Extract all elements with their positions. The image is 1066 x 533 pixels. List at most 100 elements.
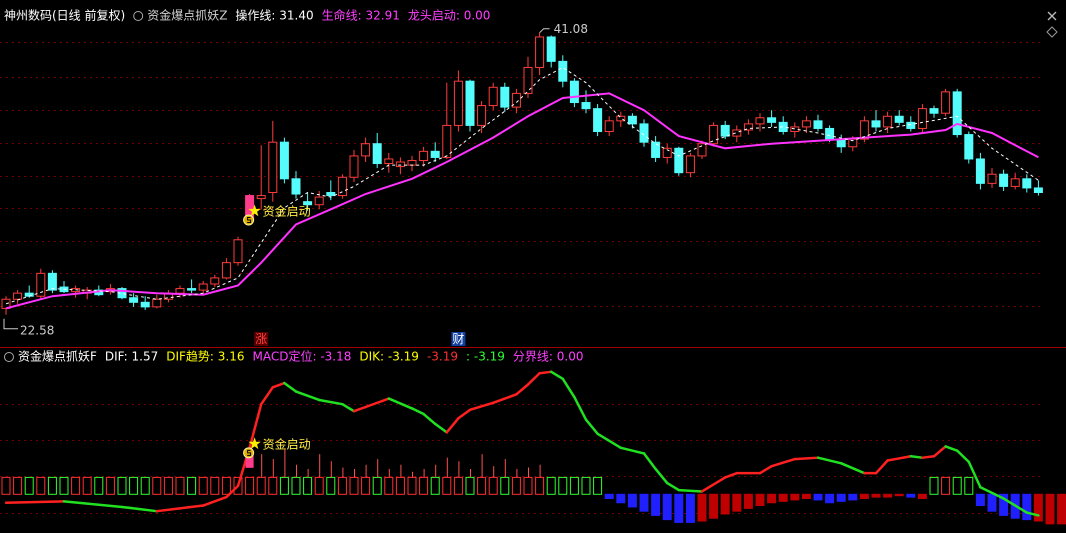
candle-body	[36, 272, 46, 297]
candle-body	[952, 91, 962, 136]
candle-body	[395, 161, 405, 168]
histogram-bar	[987, 493, 997, 512]
dif-line-segment	[341, 402, 356, 413]
histogram-bar	[639, 493, 649, 512]
candle-body	[279, 141, 289, 180]
histogram-bar	[720, 493, 730, 515]
dif-line-segment	[677, 488, 704, 493]
candle-body	[152, 298, 162, 308]
header-text: : -3.19	[466, 350, 505, 364]
histogram-bar	[117, 476, 127, 495]
candle-body	[546, 36, 556, 62]
candle-body	[593, 108, 603, 133]
histogram-bar	[662, 493, 672, 521]
expand-icon[interactable]	[1046, 26, 1058, 38]
histogram-bar	[883, 493, 893, 498]
candle-body	[732, 129, 742, 137]
histogram-bar	[929, 476, 939, 495]
histogram-bar	[1022, 493, 1032, 521]
histogram-bar	[198, 476, 208, 495]
dif-line-segment	[886, 455, 913, 462]
header-text: MACD定位: -3.18	[253, 349, 352, 364]
candle-body	[430, 150, 440, 158]
dif-line-segment	[317, 398, 344, 406]
candle-body	[859, 120, 869, 140]
candle-body	[175, 288, 185, 294]
candle-body	[1, 298, 11, 309]
histogram-bar	[558, 476, 568, 495]
histogram-bar	[523, 476, 533, 495]
header-text: 龙头启动: 0.00	[408, 9, 491, 23]
histogram-bar	[836, 493, 846, 502]
candle-body	[639, 123, 649, 143]
histogram-bar	[349, 476, 359, 495]
signal-label: 资金启动	[263, 436, 311, 451]
histogram-bar	[71, 476, 81, 495]
histogram-bar	[245, 476, 255, 495]
candle-body	[813, 120, 823, 129]
candle-body	[569, 80, 579, 104]
dif-line-segment	[538, 370, 553, 375]
histogram-bar	[859, 493, 869, 500]
histogram-bar	[47, 476, 57, 495]
candle-body	[523, 66, 533, 94]
candle-body	[337, 176, 347, 197]
histogram-bar	[163, 476, 173, 495]
dif-line-segment	[445, 417, 460, 434]
low-label: 22.58	[20, 323, 54, 337]
histogram-bar	[952, 476, 962, 495]
histogram-bar	[256, 476, 266, 495]
signal-bar	[245, 452, 254, 468]
candle-body	[604, 120, 614, 133]
dif-line-segment	[967, 460, 982, 489]
dif-line-segment	[364, 397, 391, 409]
signal-coin-glyph	[247, 449, 252, 456]
dif-line-segment	[584, 418, 599, 436]
dif-line-segment	[955, 449, 971, 464]
dif-line-segment	[387, 397, 414, 410]
high-arrow	[539, 28, 550, 34]
candle-body	[129, 297, 139, 303]
dif-line-segment	[271, 381, 286, 389]
dif-line-segment	[468, 401, 495, 412]
dif-line-segment	[422, 412, 437, 426]
high-label: 41.08	[554, 22, 588, 36]
dif-line-segment	[294, 390, 321, 402]
marker-label: 涨	[255, 331, 267, 346]
histogram-bar	[477, 476, 487, 495]
dif-line-segment	[573, 395, 588, 421]
candle-body	[187, 288, 197, 291]
dif-line-segment	[932, 445, 947, 458]
histogram-bar	[94, 476, 104, 495]
histogram-bar	[1, 476, 11, 495]
dif-line-segment	[561, 377, 576, 399]
close-icon[interactable]	[1047, 11, 1057, 21]
candle-body	[581, 102, 591, 110]
candle-body	[210, 277, 220, 285]
candle-body	[488, 86, 498, 107]
candle-body	[221, 262, 231, 279]
indicator-line	[5, 66, 1039, 305]
dif-line-segment	[944, 445, 959, 452]
dif-line-segment	[979, 486, 1005, 500]
candle-body	[987, 173, 997, 184]
histogram-bar	[268, 476, 278, 495]
dif-line-segment	[619, 446, 646, 455]
candle-body	[883, 115, 893, 128]
dif-line-segment	[515, 383, 530, 396]
histogram-bar	[627, 493, 637, 508]
histogram-bar	[314, 476, 324, 495]
dif-line-segment	[758, 464, 773, 475]
histogram-bar	[767, 493, 777, 504]
candle-body	[140, 301, 150, 308]
candle-body	[651, 141, 661, 158]
candle-body	[767, 117, 777, 123]
candle-body	[929, 108, 939, 114]
candle-body	[535, 36, 545, 68]
histogram-bar	[326, 476, 336, 495]
dif-line-segment	[120, 505, 159, 513]
histogram-bar	[535, 476, 545, 495]
dif-line-segment	[62, 500, 124, 509]
candle-body	[871, 120, 881, 128]
candle-body	[407, 159, 417, 166]
